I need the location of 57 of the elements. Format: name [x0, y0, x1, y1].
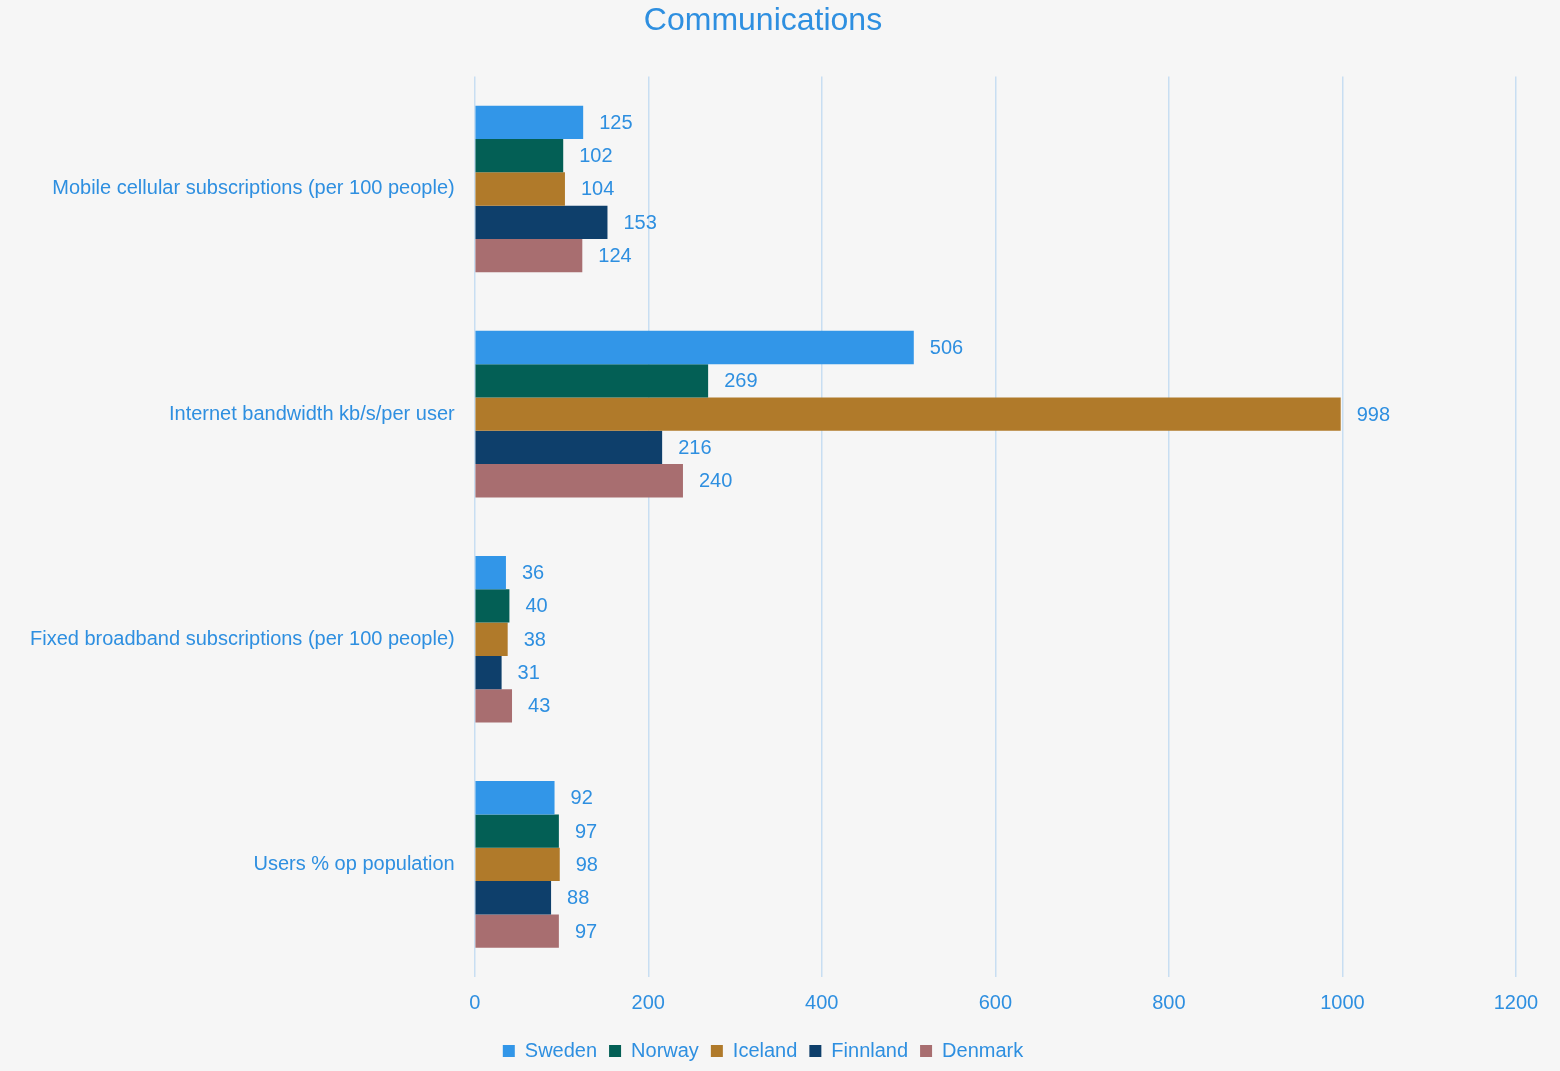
x-tick-label: 400	[805, 990, 839, 1013]
bar	[475, 655, 502, 690]
x-tick-label: 1200	[1493, 990, 1539, 1013]
x-tick-label: 800	[1152, 990, 1186, 1013]
data-label: 153	[623, 210, 657, 233]
data-label: 40	[525, 594, 548, 617]
data-label: 125	[599, 110, 633, 133]
legend-label: Finnland	[831, 1038, 909, 1061]
data-label: 36	[521, 561, 545, 584]
bar	[475, 814, 559, 848]
x-tick-label: 200	[631, 990, 665, 1013]
y-tick-label: Mobile cellular subscriptions (per 100 people)	[52, 176, 455, 199]
data-label: 269	[724, 369, 758, 392]
data-label: 216	[678, 435, 712, 458]
data-label: 240	[698, 469, 733, 492]
x-tick-label: 1000	[1320, 990, 1365, 1013]
bar	[475, 330, 914, 365]
bar	[475, 914, 559, 948]
bar	[475, 589, 510, 623]
data-label: 43	[528, 694, 551, 717]
bar	[475, 105, 584, 139]
y-tick-label: Fixed broadband subscriptions (per 100 people)	[29, 626, 455, 649]
data-label: 98	[575, 852, 598, 875]
bar	[475, 364, 709, 398]
bar	[475, 881, 552, 915]
data-label: 104	[580, 177, 615, 200]
bar	[475, 689, 513, 723]
x-tick-label: 0	[469, 990, 481, 1013]
y-tick-label: Users % op population	[253, 851, 455, 874]
bar	[475, 622, 508, 656]
bar	[475, 205, 608, 239]
legend-label: Iceland	[732, 1038, 798, 1061]
data-label: 506	[929, 336, 964, 358]
bar	[475, 555, 506, 590]
data-label: 124	[598, 244, 632, 267]
y-tick-label: Internet bandwidth kb/s/per user	[168, 401, 456, 424]
bar	[475, 138, 564, 173]
legend-label: Sweden	[524, 1038, 598, 1061]
legend-label: Denmark	[942, 1038, 1025, 1061]
bar	[475, 464, 683, 498]
bar	[475, 430, 663, 465]
data-label: 31	[517, 661, 540, 684]
chart-title: Communications	[643, 1, 883, 38]
data-label: 97	[574, 819, 598, 842]
bar	[475, 847, 560, 882]
bar	[475, 397, 1341, 431]
data-label: 88	[567, 886, 590, 909]
bar	[475, 238, 583, 273]
data-label: 998	[1356, 402, 1391, 425]
legend-label: Norway	[631, 1038, 699, 1061]
bar	[475, 172, 565, 206]
x-tick-label: 600	[978, 990, 1013, 1013]
data-label: 102	[579, 144, 613, 167]
data-label: 97	[574, 919, 598, 942]
bar	[475, 781, 555, 815]
data-label: 38	[523, 627, 546, 650]
data-label: 92	[570, 786, 593, 809]
